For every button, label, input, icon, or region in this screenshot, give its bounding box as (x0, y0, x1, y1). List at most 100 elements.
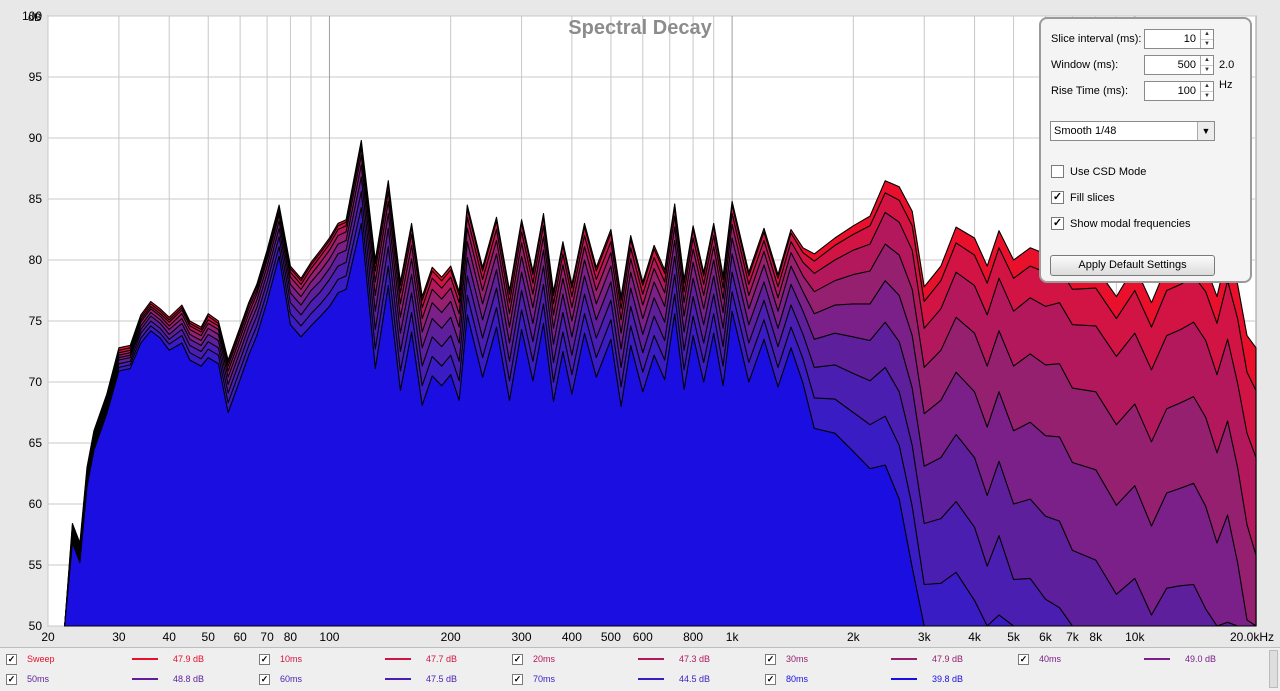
checkbox-box[interactable]: ✓ (6, 673, 17, 685)
rise-time-value: 100 (1177, 85, 1196, 97)
legend-swatch (891, 678, 917, 680)
legend-swatch (132, 658, 158, 660)
x-tick-label: 800 (683, 630, 703, 644)
legend-item[interactable]: ✓ Sweep 47.9 dB (6, 650, 204, 668)
legend-swatch (891, 658, 917, 660)
y-tick-label: 55 (29, 558, 43, 572)
x-tick-label: 2k (847, 630, 861, 644)
legend-name: 40ms (1039, 654, 1062, 664)
checkbox-box[interactable]: ✓ (259, 653, 270, 665)
checkbox-box[interactable]: ✓ (1051, 217, 1064, 230)
checkbox-box[interactable]: ✓ (1051, 191, 1064, 204)
legend-value: 44.5 dB (678, 674, 710, 684)
window-value: 500 (1177, 59, 1196, 71)
legend-value: 48.8 dB (172, 674, 204, 684)
legend-value: 47.7 dB (425, 654, 457, 664)
chart-title: Spectral Decay (568, 17, 712, 39)
down-arrow-icon[interactable]: ▼ (1201, 90, 1213, 101)
x-tick-label: 7k (1066, 630, 1080, 644)
fill-slices-label: Fill slices (1070, 191, 1115, 204)
window-input[interactable]: 500 ▲ ▼ (1144, 55, 1214, 75)
legend-name: 60ms (280, 674, 303, 684)
legend-item[interactable]: ✓ 70ms 44.5 dB (512, 670, 710, 688)
up-arrow-icon[interactable]: ▲ (1204, 31, 1210, 37)
show-modal-checkbox[interactable]: ✓ Show modal frequencies (1051, 217, 1190, 230)
x-tick-label: 600 (633, 630, 653, 644)
x-tick-label: 1k (726, 630, 740, 644)
y-tick-label: 50 (29, 619, 43, 633)
x-tick-label: 10k (1125, 630, 1145, 644)
legend-swatch (638, 658, 664, 660)
checkbox-box[interactable]: ✓ (6, 653, 17, 665)
legend-name: Sweep (27, 654, 55, 664)
x-tick-label: 8k (1089, 630, 1103, 644)
legend-value: 47.9 dB (172, 654, 204, 664)
legend-item[interactable]: ✓ 50ms 48.8 dB (6, 670, 204, 688)
x-tick-label: 70 (260, 630, 274, 644)
legend-item[interactable]: ✓ 60ms 47.5 dB (259, 670, 457, 688)
slice-interval-label: Slice interval (ms): (1051, 33, 1142, 45)
x-tick-label: 30 (112, 630, 126, 644)
up-arrow-icon[interactable]: ▲ (1204, 57, 1210, 63)
checkbox-box[interactable]: ✓ (765, 673, 776, 685)
show-modal-label: Show modal frequencies (1070, 217, 1191, 230)
y-tick-label: 95 (29, 70, 43, 84)
legend-value: 47.3 dB (678, 654, 710, 664)
rise-time-stepper[interactable]: ▲ ▼ (1200, 82, 1213, 100)
x-tick-label: 20 (41, 630, 55, 644)
y-tick-label: 80 (29, 253, 43, 267)
x-tick-label: 3k (918, 630, 932, 644)
decay-slices (64, 139, 1257, 627)
window-stepper[interactable]: ▲ ▼ (1200, 56, 1213, 74)
checkbox-box[interactable] (1051, 165, 1064, 178)
apply-default-settings-button[interactable]: Apply Default Settings (1050, 255, 1215, 276)
smoothing-value: Smooth 1/48 (1054, 125, 1117, 137)
legend-swatch (385, 658, 411, 660)
rise-time-label: Rise Time (ms): (1051, 85, 1128, 97)
legend-scrollbar[interactable] (1269, 650, 1278, 688)
y-tick-label: 65 (29, 436, 43, 450)
decay-settings-panel: Slice interval (ms): 10 ▲ ▼ Window (ms): … (1039, 17, 1252, 283)
chevron-down-icon[interactable]: ▼ (1197, 122, 1214, 140)
rise-time-input[interactable]: 100 ▲ ▼ (1144, 81, 1214, 101)
x-tick-label: 4k (968, 630, 982, 644)
checkbox-box[interactable]: ✓ (259, 673, 270, 685)
down-arrow-icon[interactable]: ▼ (1201, 64, 1213, 75)
slice-interval-stepper[interactable]: ▲ ▼ (1200, 30, 1213, 48)
x-tick-label: 80 (284, 630, 298, 644)
x-tick-label: 100 (319, 630, 339, 644)
legend-item[interactable]: ✓ 20ms 47.3 dB (512, 650, 710, 668)
x-tick-label: 400 (562, 630, 582, 644)
y-tick-label: 85 (29, 192, 43, 206)
y-tick-label: 100 (22, 9, 42, 23)
legend-item[interactable]: ✓ 30ms 47.9 dB (765, 650, 963, 668)
legend-item[interactable]: ✓ 10ms 47.7 dB (259, 650, 457, 668)
window-label: Window (ms): (1051, 59, 1119, 71)
legend-panel: ✓ Sweep 47.9 dB ✓ 10ms 47.7 dB ✓ 20ms 47… (0, 647, 1280, 691)
legend-value: 49.0 dB (1184, 654, 1216, 664)
legend-item[interactable]: ✓ 80ms 39.8 dB (765, 670, 963, 688)
legend-name: 50ms (27, 674, 50, 684)
checkbox-box[interactable]: ✓ (1018, 653, 1029, 665)
slice-interval-input[interactable]: 10 ▲ ▼ (1144, 29, 1214, 49)
use-csd-label: Use CSD Mode (1070, 165, 1147, 178)
legend-swatch (638, 678, 664, 680)
checkbox-box[interactable]: ✓ (512, 673, 523, 685)
y-tick-label: 75 (29, 314, 43, 328)
y-tick-label: 90 (29, 131, 43, 145)
smoothing-select[interactable]: Smooth 1/48 ▼ (1050, 121, 1215, 141)
x-tick-label: 60 (233, 630, 247, 644)
y-axis-label: dB (28, 12, 41, 24)
fill-slices-checkbox[interactable]: ✓ Fill slices (1051, 191, 1115, 204)
use-csd-checkbox[interactable]: Use CSD Mode (1051, 165, 1146, 178)
up-arrow-icon[interactable]: ▲ (1204, 83, 1210, 89)
x-tick-label: 6k (1039, 630, 1053, 644)
decay-slice-80ms (64, 222, 1257, 627)
x-tick-label: 5k (1007, 630, 1021, 644)
checkbox-box[interactable]: ✓ (765, 653, 776, 665)
y-tick-label: 70 (29, 375, 43, 389)
legend-item[interactable]: ✓ 40ms 49.0 dB (1018, 650, 1216, 668)
down-arrow-icon[interactable]: ▼ (1201, 38, 1213, 49)
checkbox-box[interactable]: ✓ (512, 653, 523, 665)
